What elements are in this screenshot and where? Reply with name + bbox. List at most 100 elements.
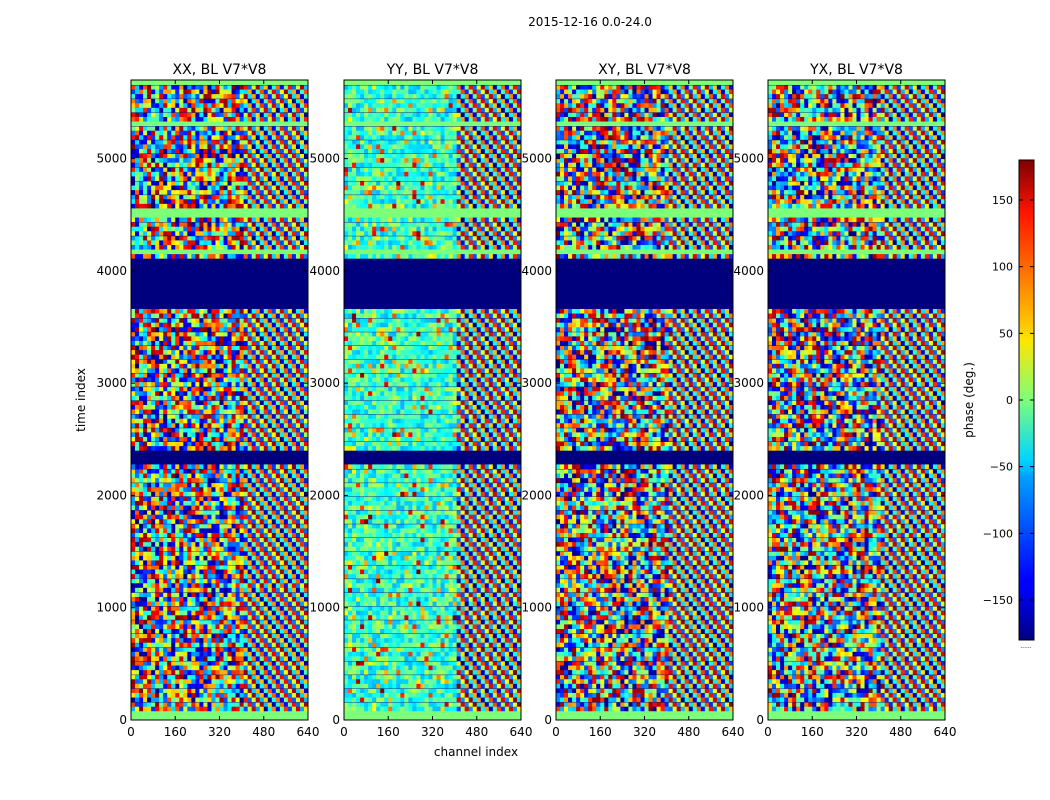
heatmap-cell	[303, 505, 309, 511]
heatmap-cell	[235, 592, 241, 597]
heatmap-cell	[175, 349, 180, 355]
heatmap-cell	[159, 614, 164, 620]
heatmap-cell	[195, 166, 200, 172]
heatmap-cell	[255, 240, 261, 245]
heatmap-cell	[275, 413, 281, 419]
heatmap-cell	[275, 171, 281, 177]
heatmap-cell	[151, 496, 156, 501]
heatmap-cell	[283, 336, 289, 341]
heatmap-cell	[259, 468, 265, 474]
heatmap-cell	[283, 130, 289, 136]
heatmap-cell	[203, 596, 208, 602]
heatmap-cell	[211, 427, 216, 433]
heatmap-cell	[167, 134, 172, 140]
heatmap-cell	[183, 404, 188, 410]
heatmap-cell	[291, 240, 297, 245]
heatmap-cell	[239, 240, 245, 245]
heatmap-cell	[167, 601, 172, 607]
heatmap-cell	[131, 500, 136, 506]
heatmap-cell	[259, 240, 265, 245]
heatmap-cell	[239, 491, 245, 497]
heatmap-cell	[187, 377, 192, 383]
heatmap-cell	[299, 144, 305, 149]
heatmap-cell	[135, 194, 140, 200]
heatmap-cell	[275, 665, 281, 671]
heatmap-cell	[135, 550, 140, 556]
heatmap-cell	[267, 578, 273, 584]
heatmap-cell	[299, 244, 305, 250]
heatmap-cell	[151, 345, 156, 351]
heatmap-cell	[271, 125, 277, 131]
heatmap-cell	[275, 550, 281, 556]
heatmap-cell	[139, 683, 144, 689]
heatmap-cell	[223, 573, 228, 579]
heatmap-cell	[291, 400, 297, 405]
heatmap-cell	[259, 560, 265, 565]
heatmap-cell	[159, 532, 164, 538]
heatmap-cell	[191, 509, 196, 515]
heatmap-cell	[207, 518, 212, 524]
heatmap-cell	[211, 185, 216, 191]
heatmap-cell	[283, 340, 289, 346]
heatmap-cell	[211, 217, 216, 223]
heatmap-cell	[295, 194, 301, 200]
heatmap-cell	[223, 322, 228, 328]
heatmap-cell	[287, 601, 293, 607]
heatmap-cell	[263, 336, 269, 341]
heatmap-cell	[167, 436, 172, 442]
heatmap-cell	[243, 404, 249, 410]
heatmap-cell	[303, 313, 309, 319]
heatmap-cell	[243, 326, 249, 332]
heatmap-cell	[151, 518, 156, 524]
heatmap-cell	[259, 665, 265, 671]
heatmap-cell	[151, 468, 156, 474]
heatmap-cell	[223, 171, 228, 177]
heatmap-cell	[183, 336, 188, 341]
heatmap-cell	[279, 176, 285, 181]
heatmap-cell	[187, 148, 192, 154]
heatmap-cell	[171, 313, 176, 319]
heatmap-cell	[183, 441, 188, 447]
heatmap-cell	[223, 144, 228, 149]
heatmap-cell	[291, 528, 297, 533]
heatmap-cell	[303, 253, 309, 259]
heatmap-cell	[247, 491, 253, 497]
heatmap-cell	[219, 377, 224, 383]
heatmap-cell	[147, 642, 152, 648]
heatmap-cell	[163, 582, 168, 588]
heatmap-cell	[303, 340, 309, 346]
heatmap-cell	[183, 326, 188, 332]
heatmap-cell	[155, 482, 160, 488]
heatmap-cell	[291, 706, 297, 712]
heatmap-cell	[231, 390, 236, 396]
heatmap-cell	[207, 500, 212, 506]
heatmap-cell	[299, 605, 305, 611]
heatmap-cell	[239, 605, 245, 611]
heatmap-cell	[151, 235, 156, 241]
heatmap-cell	[235, 614, 241, 620]
heatmap-cell	[219, 564, 224, 570]
heatmap-cell	[255, 418, 261, 424]
heatmap-cell	[211, 532, 216, 538]
heatmap-cell	[251, 144, 257, 149]
heatmap-cell	[191, 345, 196, 351]
heatmap-cell	[299, 473, 305, 479]
heatmap-cell	[283, 477, 289, 483]
heatmap-cell	[243, 560, 249, 565]
heatmap-cell	[271, 130, 277, 136]
heatmap-cell	[187, 651, 192, 657]
heatmap-cell	[171, 194, 176, 200]
heatmap-cell	[151, 144, 156, 149]
heatmap-cell	[263, 697, 269, 703]
heatmap-cell	[175, 669, 180, 675]
heatmap-cell	[247, 669, 253, 675]
heatmap-cell	[191, 194, 196, 200]
heatmap-cell	[159, 326, 164, 332]
heatmap-cell	[187, 162, 192, 168]
heatmap-cell	[275, 368, 281, 373]
heatmap-cell	[267, 683, 273, 689]
heatmap-cell	[147, 130, 152, 136]
heatmap-cell	[267, 614, 273, 620]
heatmap-cell	[163, 395, 168, 401]
heatmap-cell	[195, 523, 200, 529]
